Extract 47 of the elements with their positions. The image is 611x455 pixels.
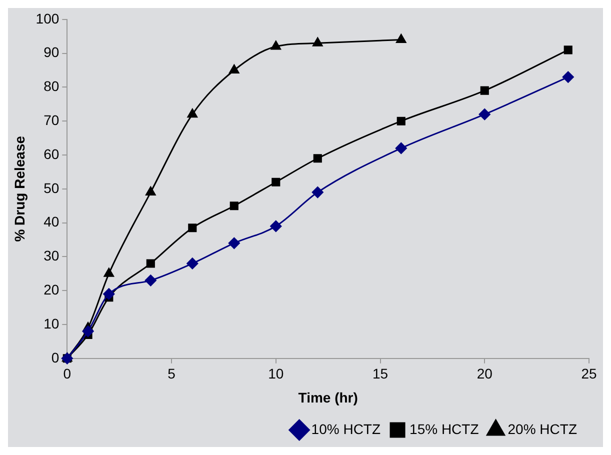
x-tick-label: 25 bbox=[581, 366, 597, 382]
y-tick-label: 50 bbox=[44, 180, 60, 196]
y-tick-label: 60 bbox=[44, 146, 60, 162]
point bbox=[270, 220, 282, 232]
point bbox=[230, 202, 238, 210]
x-tick-label: 15 bbox=[372, 366, 388, 382]
point bbox=[396, 34, 406, 43]
y-axis-title: % Drug Release bbox=[11, 136, 28, 242]
x-axis-title: Time (hr) bbox=[298, 389, 358, 406]
point bbox=[272, 178, 280, 186]
point bbox=[146, 186, 156, 196]
y-tick-label: 0 bbox=[51, 349, 60, 366]
legend-label: 10% HCTZ bbox=[311, 420, 381, 437]
legend-label: 15% HCTZ bbox=[410, 420, 480, 437]
point bbox=[312, 186, 324, 198]
point bbox=[562, 71, 574, 83]
point bbox=[144, 274, 156, 286]
y-tick-label: 20 bbox=[44, 281, 60, 298]
y-tick-label: 10 bbox=[44, 315, 60, 332]
point bbox=[312, 37, 323, 46]
point bbox=[146, 259, 155, 268]
point bbox=[186, 258, 198, 270]
y-tick-label: 40 bbox=[44, 214, 60, 230]
y-tick-label: 70 bbox=[44, 112, 60, 128]
point bbox=[478, 108, 490, 120]
point bbox=[396, 116, 406, 126]
y-tick-label: 100 bbox=[36, 10, 60, 26]
y-tick-label: 30 bbox=[44, 248, 60, 264]
point bbox=[82, 326, 94, 338]
x-tick-label: 5 bbox=[168, 366, 176, 382]
x-tick-label: 0 bbox=[63, 366, 72, 382]
point bbox=[188, 224, 197, 232]
point bbox=[395, 142, 407, 154]
legend-label: 20% HCTZ bbox=[508, 420, 578, 437]
point bbox=[228, 237, 240, 249]
y-tick-label: 80 bbox=[44, 78, 60, 94]
point bbox=[270, 40, 281, 50]
point bbox=[103, 288, 115, 300]
point bbox=[564, 46, 572, 54]
point bbox=[480, 86, 489, 95]
point bbox=[313, 154, 322, 163]
x-tick-label: 10 bbox=[268, 366, 284, 382]
point bbox=[229, 64, 240, 74]
point bbox=[104, 268, 114, 277]
x-tick-label: 20 bbox=[476, 366, 493, 382]
point bbox=[187, 108, 198, 118]
y-tick-label: 90 bbox=[44, 44, 60, 60]
